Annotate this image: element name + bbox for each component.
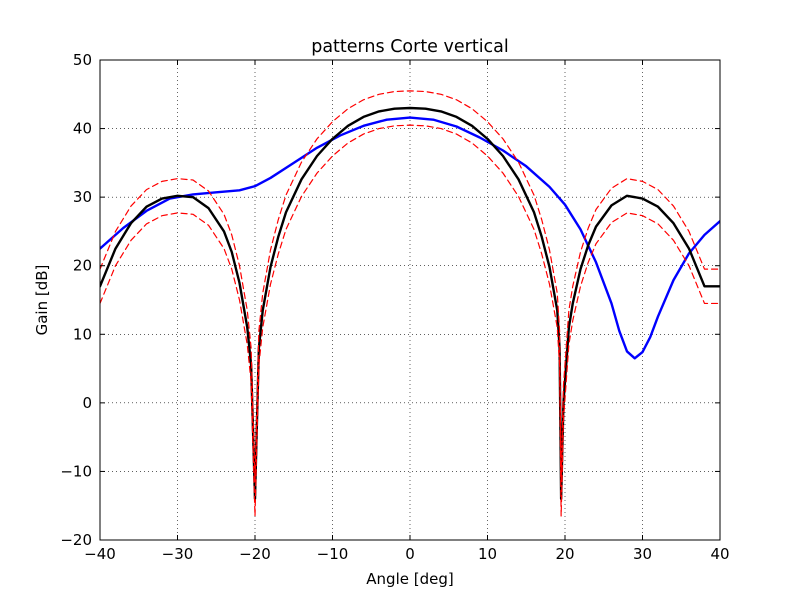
y-tick-label: 50 [73, 51, 92, 69]
y-tick-label: −10 [60, 462, 92, 480]
y-tick-label: 20 [73, 257, 92, 275]
x-tick-label: −20 [239, 545, 271, 563]
chart-title: patterns Corte vertical [311, 37, 509, 57]
x-axis-label: Angle [deg] [366, 570, 453, 588]
x-tick-label: 30 [633, 545, 652, 563]
x-tick-label: 0 [405, 545, 415, 563]
x-tick-label: −10 [317, 545, 349, 563]
axis-ticks: −40 −30 −20 −10 0 10 20 30 40 −20 −10 0 10 20 30 40 50 [60, 51, 729, 563]
y-tick-label: −20 [60, 531, 92, 549]
y-tick-label: 40 [73, 120, 92, 138]
x-tick-label: 20 [555, 545, 574, 563]
x-tick-label: −30 [162, 545, 194, 563]
series-layer [100, 90, 720, 517]
grid [100, 60, 720, 540]
y-axis-label: Gain [dB] [33, 265, 51, 336]
y-tick-label: 10 [73, 325, 92, 343]
x-tick-label: 40 [710, 545, 729, 563]
y-tick-label: 0 [82, 394, 92, 412]
y-tick-label: 30 [73, 188, 92, 206]
series-line-1 [100, 116, 720, 360]
series-line-3 [100, 90, 720, 483]
x-tick-label: −40 [84, 545, 116, 563]
x-tick-label: 10 [478, 545, 497, 563]
series-line-2 [100, 106, 720, 501]
series-line-4 [100, 124, 720, 517]
